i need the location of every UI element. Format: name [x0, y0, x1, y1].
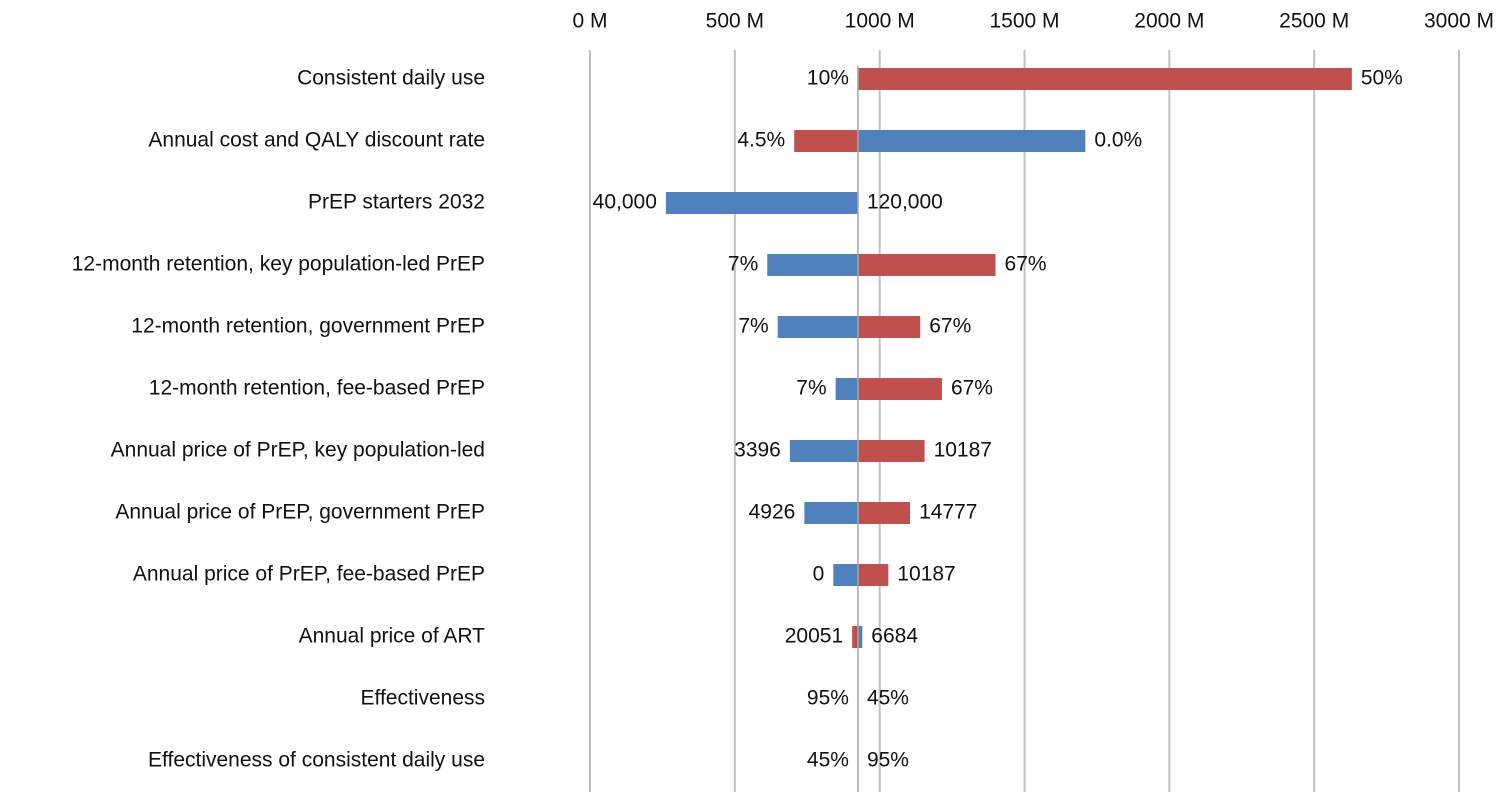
category-label: 12-month retention, government PrEP — [131, 315, 485, 338]
bar-right-segment — [857, 378, 942, 400]
bar-left-segment — [794, 130, 858, 152]
data-label-low: 95% — [807, 687, 849, 710]
data-label-high: 95% — [867, 749, 909, 772]
category-label: Consistent daily use — [297, 67, 485, 90]
data-label-high: 50% — [1361, 67, 1403, 90]
data-label-high: 0.0% — [1094, 129, 1142, 152]
bar-left-segment — [833, 564, 858, 586]
x-tick-label: 3000 M — [1424, 10, 1494, 33]
data-label-high: 6684 — [871, 625, 918, 648]
data-label-high: 10187 — [934, 439, 992, 462]
bar-right-segment — [857, 626, 863, 648]
x-tick-label: 500 M — [706, 10, 764, 33]
bar-right-segment — [857, 502, 911, 524]
data-labels: 10% 50% 4.5% 0.0% 40,000 120,000 7% 67% 7% 67% 7% 6… — [593, 67, 1403, 772]
data-label-high: 120,000 — [867, 191, 943, 214]
bar-left-segment — [835, 378, 858, 400]
category-labels: Consistent daily use Annual cost and QALY… — [72, 67, 485, 772]
x-tick-label: 0 M — [572, 10, 607, 33]
bar-right-segment — [857, 68, 1352, 90]
bar-left-segment — [777, 316, 858, 338]
x-tick-label: 1500 M — [989, 10, 1059, 33]
x-tick-label: 1000 M — [845, 10, 915, 33]
bar-left-segment — [789, 440, 858, 462]
data-label-high: 67% — [929, 315, 971, 338]
bar-left-segment — [767, 254, 858, 276]
data-label-low: 3396 — [734, 439, 781, 462]
category-label: Annual cost and QALY discount rate — [148, 129, 485, 152]
category-label: Annual price of PrEP, government PrEP — [115, 501, 485, 524]
x-tick-label: 2000 M — [1134, 10, 1204, 33]
category-label: Annual price of PrEP, fee-based PrEP — [133, 563, 485, 586]
category-label: PrEP starters 2032 — [308, 191, 485, 214]
bar-right-segment — [857, 564, 889, 586]
category-label: Annual price of ART — [299, 625, 486, 648]
data-label-low: 20051 — [785, 625, 843, 648]
data-label-low: 7% — [728, 253, 758, 276]
bars — [665, 68, 1352, 648]
data-label-low: 40,000 — [593, 191, 657, 214]
data-label-high: 14777 — [919, 501, 977, 524]
bar-right-segment — [857, 130, 1086, 152]
category-label: 12-month retention, fee-based PrEP — [149, 377, 485, 400]
category-label: Annual price of PrEP, key population-led — [111, 439, 485, 462]
data-label-low: 45% — [807, 749, 849, 772]
category-label: Effectiveness of consistent daily use — [148, 749, 485, 772]
bar-left-segment — [665, 192, 858, 214]
data-label-low: 4926 — [749, 501, 796, 524]
x-axis-ticks: 0 M 500 M 1000 M 1500 M 2000 M 2500 M 3000 M — [572, 10, 1494, 33]
data-label-high: 67% — [1005, 253, 1047, 276]
x-tick-label: 2500 M — [1279, 10, 1349, 33]
data-label-high: 10187 — [897, 563, 955, 586]
category-label: 12-month retention, key population-led P… — [72, 253, 485, 276]
category-label: Effectiveness — [360, 687, 485, 710]
bar-left-segment — [852, 626, 858, 648]
data-label-low: 0 — [813, 563, 825, 586]
data-label-low: 10% — [807, 67, 849, 90]
gridlines — [589, 50, 1460, 792]
data-label-high: 67% — [951, 377, 993, 400]
bar-right-segment — [857, 440, 925, 462]
data-label-low: 7% — [796, 377, 826, 400]
data-label-low: 7% — [738, 315, 768, 338]
data-label-high: 45% — [867, 687, 909, 710]
data-label-low: 4.5% — [737, 129, 785, 152]
bar-right-segment — [857, 254, 996, 276]
bar-left-segment — [804, 502, 858, 524]
bar-right-segment — [857, 316, 921, 338]
